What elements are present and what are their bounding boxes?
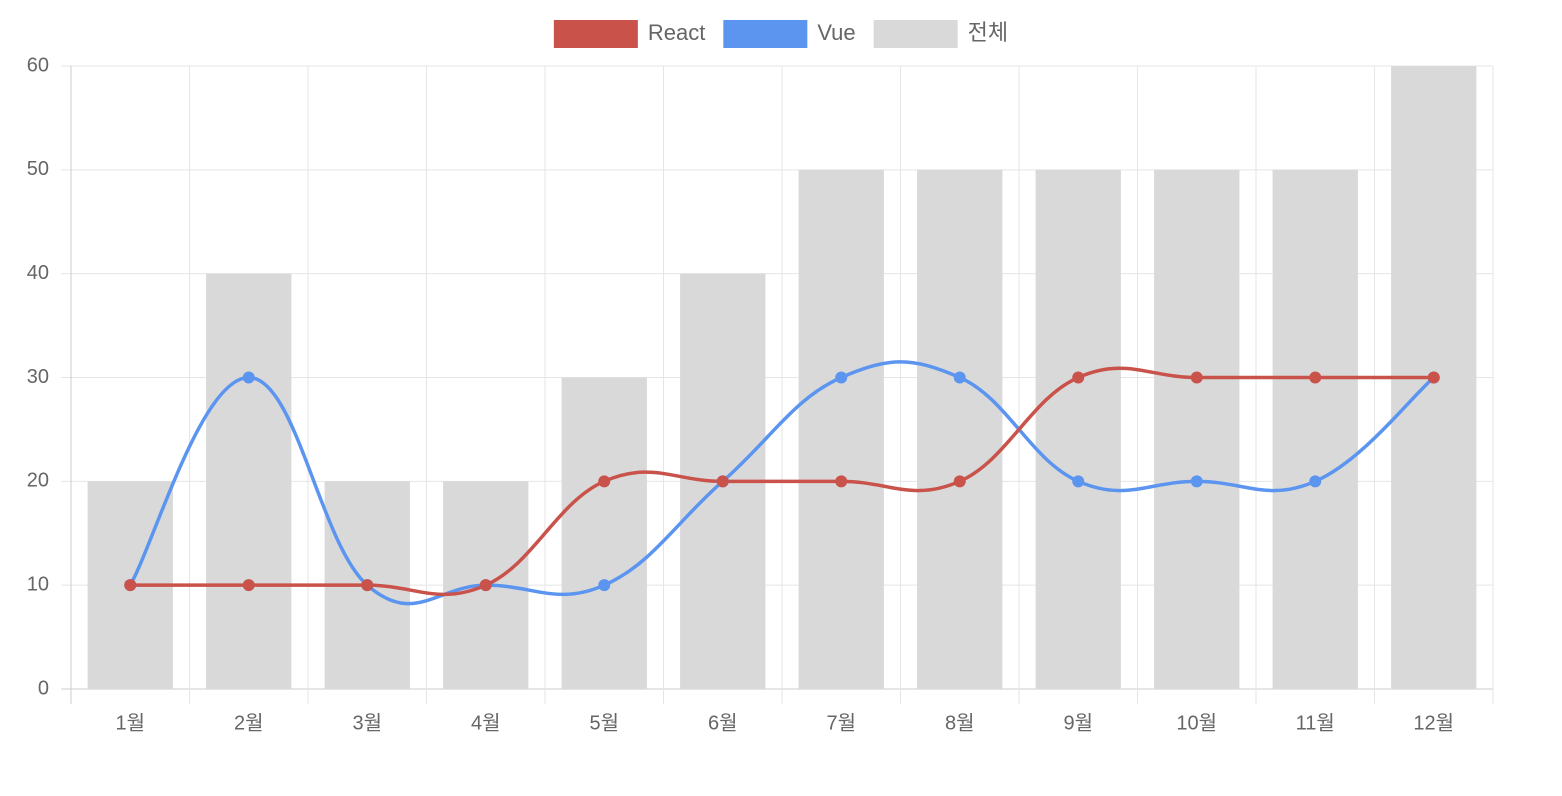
y-tick-label: 50 — [27, 158, 49, 180]
point-0-8[interactable] — [1072, 371, 1085, 384]
bar-2-7[interactable] — [917, 169, 1003, 690]
point-0-9[interactable] — [1190, 371, 1203, 384]
x-tick-label: 11월 — [1296, 711, 1335, 734]
bar-2-10[interactable] — [1272, 169, 1358, 690]
point-0-10[interactable] — [1309, 371, 1322, 384]
legend-label: React — [648, 20, 705, 45]
point-1-8[interactable] — [1072, 475, 1085, 488]
y-tick-label: 30 — [27, 366, 49, 388]
x-tick-label: 10월 — [1176, 711, 1217, 734]
point-0-2[interactable] — [361, 579, 374, 592]
point-1-6[interactable] — [835, 371, 848, 384]
points-layer — [124, 371, 1440, 592]
legend-item-1[interactable]: Vue — [723, 20, 856, 48]
legend-item-0[interactable]: React — [553, 20, 705, 48]
legend-label: 전체 — [968, 20, 1008, 45]
bar-2-6[interactable] — [798, 169, 884, 690]
point-1-9[interactable] — [1190, 475, 1203, 488]
x-tick-label: 12월 — [1413, 711, 1454, 734]
y-tick-label: 10 — [27, 573, 49, 595]
x-tick-label: 5월 — [589, 711, 619, 734]
y-tick-label: 40 — [27, 262, 49, 284]
x-tick-label: 6월 — [708, 711, 738, 734]
x-tick-label: 4월 — [471, 711, 501, 734]
legend-swatch — [553, 20, 638, 48]
bar-2-8[interactable] — [1035, 169, 1121, 690]
y-tick-label: 60 — [27, 54, 49, 76]
legend-swatch — [723, 20, 808, 48]
point-0-0[interactable] — [124, 579, 137, 592]
y-tick-label: 0 — [38, 677, 49, 699]
point-1-1[interactable] — [242, 371, 255, 384]
x-tick-label: 9월 — [1063, 711, 1093, 734]
legend-item-2[interactable]: 전체 — [873, 20, 1008, 48]
point-1-10[interactable] — [1309, 475, 1322, 488]
y-tick-label: 20 — [27, 470, 49, 492]
x-tick-label: 7월 — [826, 711, 856, 734]
bar-2-4[interactable] — [561, 377, 647, 690]
point-1-7[interactable] — [953, 371, 966, 384]
point-0-4[interactable] — [598, 475, 611, 488]
grid-layer — [61, 65, 1494, 704]
point-0-5[interactable] — [716, 475, 729, 488]
x-tick-label: 3월 — [352, 711, 382, 734]
point-1-4[interactable] — [598, 579, 611, 592]
point-0-1[interactable] — [242, 579, 255, 592]
legend-swatch — [873, 20, 958, 48]
point-0-11[interactable] — [1427, 371, 1440, 384]
x-tick-label: 1월 — [115, 711, 145, 734]
bars-layer — [87, 66, 1477, 690]
point-0-6[interactable] — [835, 475, 848, 488]
x-tick-label: 2월 — [234, 711, 264, 734]
legend: React Vue 전체 — [553, 20, 1008, 48]
point-0-7[interactable] — [953, 475, 966, 488]
point-0-3[interactable] — [479, 579, 492, 592]
bar-2-9[interactable] — [1154, 169, 1240, 690]
legend-label: Vue — [817, 20, 855, 45]
axis-layer: 0 10 20 30 40 50 60 1월 2월 3월 4월 5월 6월 7월 8월 9월 10월 11월 12월 — [27, 54, 1454, 734]
x-tick-label: 8월 — [945, 711, 975, 734]
bar-2-1[interactable] — [206, 273, 292, 689]
